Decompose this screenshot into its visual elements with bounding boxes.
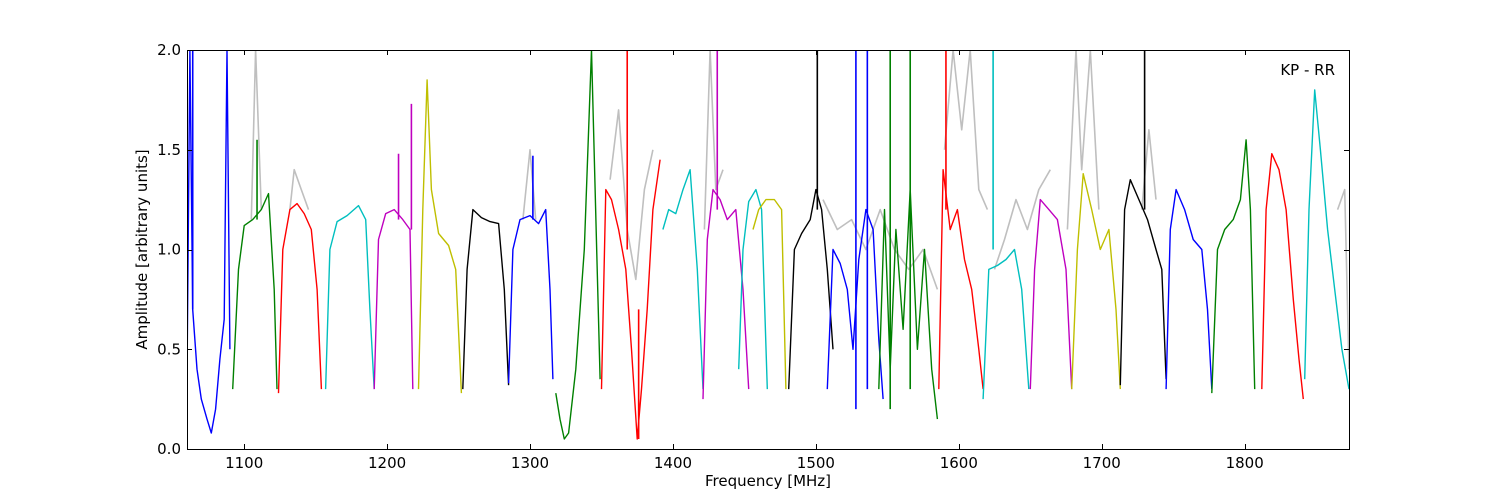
band-trace-3 [324, 204, 375, 390]
band-trace-10 [662, 168, 704, 390]
unflagged-trace-6 [943, 50, 989, 210]
band-trace-13 [752, 198, 787, 390]
band-trace-17 [938, 168, 984, 390]
x-tick-label: 1400 [654, 454, 692, 472]
y-axis: 0.0 0.5 1.0 1.5 2.0 [157, 41, 1349, 458]
x-axis: 1100 1200 1300 1400 1500 1600 1700 1800 [225, 50, 1264, 472]
x-tick-label: 1100 [225, 454, 263, 472]
unflagged-trace-3 [609, 109, 654, 281]
y-tick-label: 0.0 [157, 440, 181, 458]
band-trace-8 [555, 50, 601, 440]
x-tick-label: 1500 [797, 454, 835, 472]
band-trace-4 [373, 208, 414, 390]
band-trace-12 [738, 188, 768, 390]
y-tick-label: 2.0 [157, 41, 181, 59]
band-trace-25 [1304, 89, 1349, 390]
unflagged-trace-0 [250, 50, 263, 220]
band-trace-2 [277, 202, 323, 394]
unflagged-trace-1 [289, 168, 310, 210]
plot-area [187, 50, 1349, 449]
x-tick-label: 1800 [1226, 454, 1264, 472]
x-tick-label: 1200 [368, 454, 406, 472]
y-tick-label: 1.0 [157, 241, 181, 259]
band-trace-19 [1029, 198, 1073, 390]
unflagged-trace-5 [822, 199, 939, 290]
x-axis-label: Frequency [MHz] [705, 472, 831, 490]
band-trace-7 [507, 208, 554, 384]
series-layer [187, 50, 1349, 440]
unflagged-trace-10 [1336, 188, 1349, 370]
unflagged-trace-8 [1066, 50, 1100, 230]
band-trace-22 [1165, 188, 1213, 390]
unflagged-trace-7 [993, 169, 1051, 270]
unflagged-trace-4 [703, 50, 724, 230]
band-trace-6 [462, 208, 510, 390]
band-trace-9 [600, 159, 661, 440]
band-trace-23 [1211, 139, 1256, 394]
x-tick-label: 1600 [940, 454, 978, 472]
y-tick-label: 0.5 [157, 340, 181, 358]
band-trace-20 [1071, 172, 1121, 390]
x-tick-label: 1700 [1083, 454, 1121, 472]
band-trace-21 [1119, 178, 1167, 386]
y-axis-label: Amplitude [arbitrary units] [133, 149, 151, 349]
band-trace-24 [1261, 152, 1304, 400]
band-trace-14 [788, 188, 834, 390]
band-trace-16 [878, 188, 939, 420]
y-tick-label: 1.5 [157, 141, 181, 159]
unflagged-trace-2 [522, 149, 537, 220]
band-trace-5 [417, 79, 463, 394]
baseline-annotation: KP - RR [1280, 61, 1335, 79]
x-tick-label: 1300 [511, 454, 549, 472]
band-trace-18 [982, 248, 1030, 400]
